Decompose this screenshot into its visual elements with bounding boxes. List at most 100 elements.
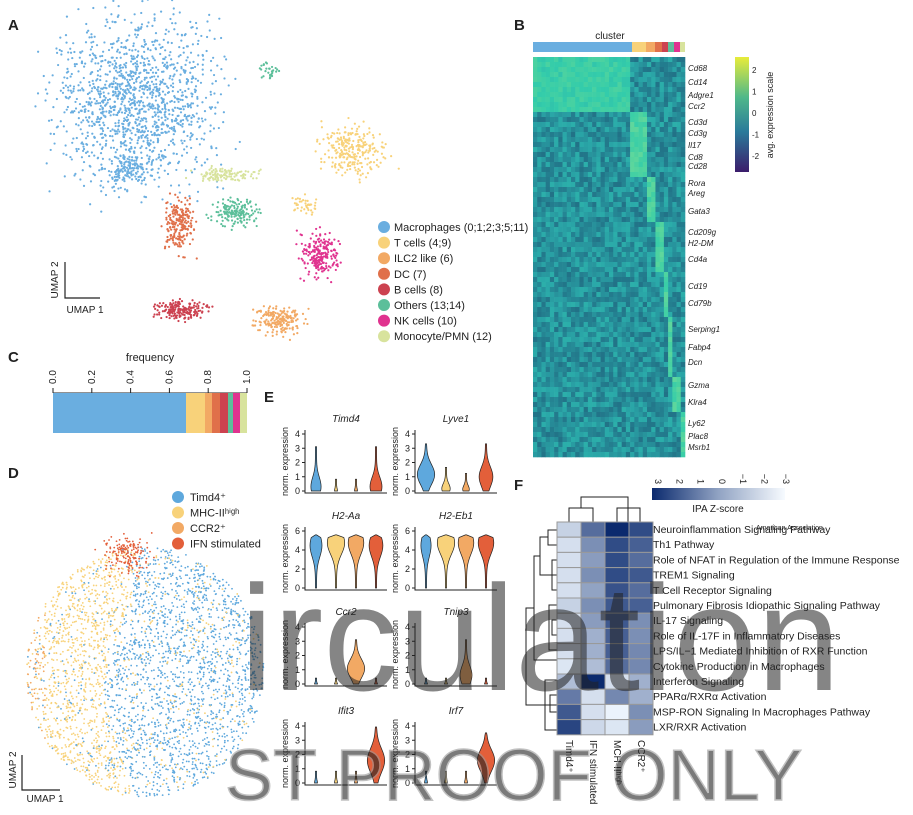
heatmap-cell [537,132,542,138]
umap-point [377,165,380,168]
heatmap-cell [549,82,555,88]
heatmap-cell [587,262,593,268]
heatmap-cell [651,287,656,293]
heatmap-cell [596,282,601,288]
umap-point [119,74,123,78]
heatmap-cell [609,137,614,143]
umap-point [301,250,305,253]
umap-point [186,119,189,122]
umap-point [104,193,108,197]
heatmap-cell [668,162,673,168]
umap-point [74,107,78,110]
heatmap-cell [617,222,622,228]
umap-point [341,144,344,147]
heatmap-cell [571,152,576,158]
heatmap-cell [613,67,618,73]
heatmap-cell [600,82,606,88]
heatmap-cell [672,127,677,133]
umap-point [230,228,233,231]
umap-point [336,140,339,143]
umap-point [161,61,164,64]
umap-point [97,120,100,124]
heatmap-cell [562,277,568,283]
umap-point [140,117,143,120]
heatmap-cell [604,212,610,218]
heatmap-cell [545,257,551,263]
umap-point [167,91,171,94]
umap-point [180,39,183,42]
heatmap-cell [617,172,622,178]
heatmap-cell [621,72,627,78]
heatmap-cell [562,87,568,93]
umap-point [364,151,367,154]
umap-point [151,103,154,106]
heatmap-cell [609,122,614,128]
umap-point [346,138,349,141]
heatmap-cell [533,307,538,313]
umap-point [188,302,191,305]
umap-point [340,149,343,152]
heatmap-cell [579,227,584,233]
umap-point [167,230,170,233]
heatmap-cell [642,197,648,203]
heatmap-cell [651,62,656,68]
heatmap-cell [604,162,610,168]
heatmap-cell [642,72,648,78]
heatmap-cell [672,132,677,138]
heatmap-cell [630,162,635,168]
umap-point [317,276,320,279]
umap-point [123,18,126,21]
umap-point [172,75,175,78]
umap-point [205,35,209,39]
umap-point [177,309,180,312]
heatmap-cell [621,192,627,198]
heatmap-cell [533,172,538,178]
heatmap-cell [659,77,665,83]
umap-point [182,130,185,134]
heatmap-cell [596,202,601,208]
heatmap-cell [579,172,584,178]
heatmap-cell [668,67,673,73]
umap-point [327,250,330,254]
umap-point [88,81,91,84]
umap-point [191,238,194,241]
heatmap-cell [533,297,538,303]
umap-point [175,152,178,156]
umap-point [136,101,139,104]
heatmap-cell [668,202,673,208]
heatmap-cell [592,307,597,313]
umap-point [183,238,186,241]
heatmap-cell [583,122,589,128]
umap-point [307,250,310,254]
umap-point [221,224,224,228]
heatmap-cell [663,157,669,163]
heatmap-cell [659,117,665,123]
umap-point [212,56,215,59]
umap-point [219,209,222,212]
heatmap-cell [663,122,669,128]
umap-point [155,129,158,132]
heatmap-cell [571,287,576,293]
umap-point [354,158,357,161]
umap-point [190,146,193,150]
umap-point [75,150,78,153]
heatmap-cell [541,222,546,228]
umap-point [190,120,193,123]
heatmap-cell [571,92,576,98]
umap-point [190,116,193,120]
umap-point [274,307,278,310]
heatmap-cell [549,72,555,78]
umap-point [150,130,153,133]
umap-point [154,32,158,35]
heatmap-cell [541,302,546,308]
heatmap-cell [638,282,644,288]
heatmap-cell [575,312,580,318]
umap-point [153,111,156,114]
umap-point [315,272,318,275]
heatmap-cell [642,217,648,223]
heatmap-cell [647,132,652,138]
umap-point [322,238,326,241]
heatmap-cell [638,297,644,303]
heatmap-cell [672,322,677,328]
umap-point [121,178,124,181]
